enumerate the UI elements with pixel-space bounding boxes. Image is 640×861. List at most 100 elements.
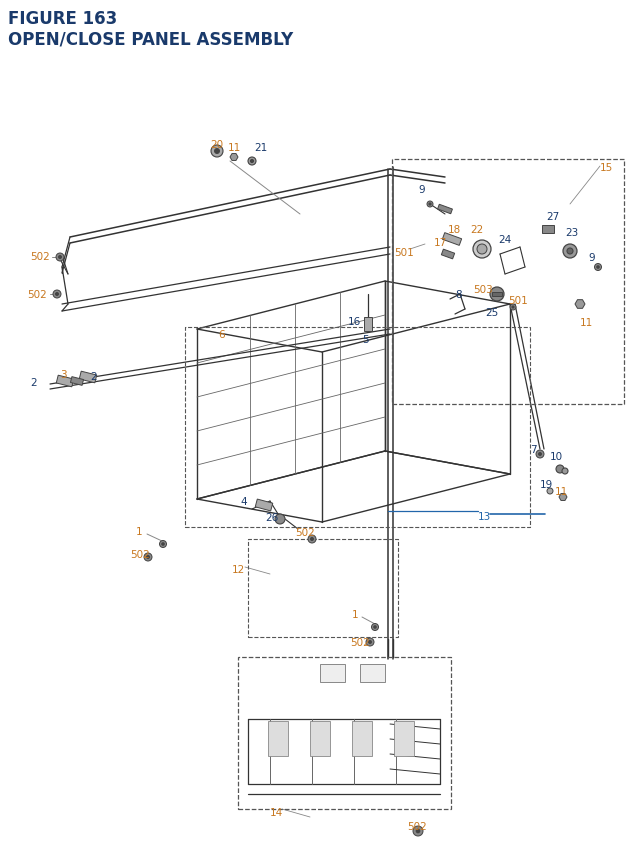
Text: 20: 20	[210, 139, 223, 150]
Bar	[442, 233, 461, 246]
Circle shape	[473, 241, 491, 258]
Text: 3: 3	[60, 369, 67, 380]
Text: 16: 16	[348, 317, 361, 326]
Circle shape	[556, 466, 564, 474]
Text: 13: 13	[478, 511, 492, 522]
Bar	[56, 375, 74, 387]
Text: 21: 21	[254, 143, 268, 152]
Polygon shape	[559, 494, 567, 501]
Bar	[248, 539, 398, 637]
Circle shape	[374, 626, 376, 629]
Text: OPEN/CLOSE PANEL ASSEMBLY: OPEN/CLOSE PANEL ASSEMBLY	[8, 30, 293, 48]
Bar	[320, 664, 345, 682]
Polygon shape	[230, 154, 238, 161]
Bar	[394, 722, 414, 756]
Circle shape	[366, 638, 374, 647]
Text: 502: 502	[130, 549, 150, 560]
Circle shape	[144, 554, 152, 561]
Circle shape	[275, 514, 285, 524]
Circle shape	[250, 160, 253, 164]
Bar	[185, 328, 530, 528]
Polygon shape	[575, 300, 585, 309]
Circle shape	[211, 146, 223, 158]
Circle shape	[162, 543, 164, 546]
Circle shape	[371, 623, 378, 631]
Text: 27: 27	[546, 212, 559, 222]
Circle shape	[159, 541, 166, 548]
Circle shape	[214, 150, 220, 154]
Text: 503: 503	[473, 285, 493, 294]
Text: 7: 7	[530, 444, 536, 455]
Bar	[255, 499, 273, 511]
Circle shape	[490, 288, 504, 301]
Circle shape	[539, 453, 541, 455]
Text: 14: 14	[270, 807, 284, 817]
Text: 8: 8	[455, 289, 461, 300]
Circle shape	[510, 305, 516, 311]
Text: 501: 501	[508, 295, 528, 306]
Bar	[70, 377, 84, 386]
Circle shape	[563, 245, 577, 258]
Text: 17: 17	[434, 238, 447, 248]
Bar	[364, 318, 372, 331]
Text: 24: 24	[498, 235, 511, 245]
Text: 502: 502	[407, 821, 427, 831]
Circle shape	[477, 245, 487, 255]
Circle shape	[369, 641, 371, 644]
Circle shape	[53, 291, 61, 299]
Bar	[352, 722, 372, 756]
Bar	[438, 205, 452, 214]
Bar	[310, 722, 330, 756]
Text: 9: 9	[588, 253, 595, 263]
Text: 1: 1	[352, 610, 358, 619]
Text: 6: 6	[218, 330, 225, 339]
Circle shape	[512, 307, 514, 309]
Text: 502: 502	[27, 289, 47, 300]
Text: 2: 2	[90, 372, 97, 381]
Text: 12: 12	[232, 564, 245, 574]
Text: 10: 10	[550, 451, 563, 461]
Circle shape	[596, 266, 599, 269]
Text: 4: 4	[240, 497, 246, 506]
Text: 11: 11	[228, 143, 241, 152]
Bar	[268, 722, 288, 756]
Bar	[79, 372, 97, 383]
Bar	[360, 664, 385, 682]
Text: 2: 2	[30, 378, 36, 387]
Text: 5: 5	[362, 335, 369, 344]
Bar	[542, 226, 554, 233]
Text: 18: 18	[448, 225, 461, 235]
Circle shape	[308, 536, 316, 543]
Bar	[492, 293, 502, 297]
Circle shape	[595, 264, 602, 271]
Text: 19: 19	[540, 480, 553, 489]
Text: 25: 25	[485, 307, 499, 318]
Circle shape	[147, 556, 149, 559]
Bar	[442, 250, 454, 259]
Text: 15: 15	[600, 163, 613, 173]
Circle shape	[59, 257, 61, 259]
Text: 502: 502	[30, 251, 50, 262]
Text: 11: 11	[555, 486, 568, 497]
Circle shape	[413, 826, 423, 836]
Circle shape	[56, 294, 58, 296]
Text: 9: 9	[418, 185, 424, 195]
Text: 22: 22	[470, 225, 483, 235]
Circle shape	[310, 538, 314, 541]
Text: 26: 26	[265, 512, 278, 523]
Circle shape	[567, 249, 573, 255]
Bar	[392, 160, 624, 405]
Circle shape	[536, 450, 544, 458]
Circle shape	[416, 829, 420, 833]
Bar	[238, 657, 451, 809]
Circle shape	[429, 204, 431, 206]
Circle shape	[56, 254, 64, 262]
Text: 501: 501	[394, 248, 413, 257]
Circle shape	[427, 201, 433, 208]
Circle shape	[547, 488, 553, 494]
Text: 1: 1	[136, 526, 143, 536]
Text: FIGURE 163: FIGURE 163	[8, 10, 117, 28]
Text: 11: 11	[580, 318, 593, 328]
Text: 23: 23	[565, 228, 579, 238]
Circle shape	[562, 468, 568, 474]
